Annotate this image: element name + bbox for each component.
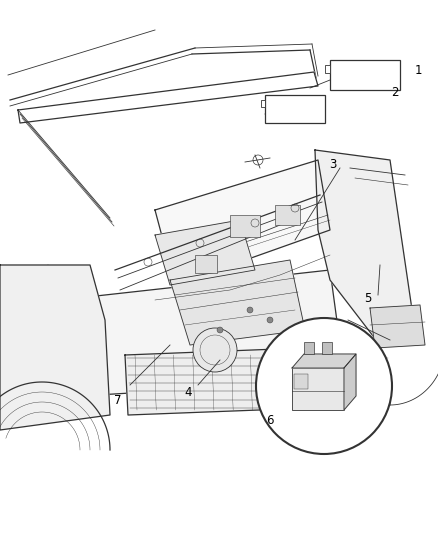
Bar — [292, 368, 344, 410]
Polygon shape — [0, 265, 110, 430]
Polygon shape — [155, 160, 330, 285]
Circle shape — [217, 327, 223, 333]
Polygon shape — [125, 345, 390, 415]
Polygon shape — [170, 260, 305, 345]
Bar — [294, 374, 308, 389]
Text: 6: 6 — [266, 414, 274, 426]
Circle shape — [267, 317, 273, 323]
Text: 2: 2 — [391, 86, 399, 100]
Circle shape — [247, 307, 253, 313]
Polygon shape — [344, 354, 356, 410]
Text: 4: 4 — [184, 386, 192, 400]
Text: 1: 1 — [414, 63, 422, 77]
Bar — [275, 205, 300, 225]
Text: 7: 7 — [114, 393, 122, 407]
Polygon shape — [292, 354, 356, 368]
Text: 3: 3 — [329, 158, 337, 172]
Polygon shape — [18, 72, 318, 123]
Bar — [230, 215, 260, 237]
Bar — [304, 342, 314, 354]
Bar — [325, 65, 330, 73]
Polygon shape — [315, 150, 415, 345]
Polygon shape — [155, 220, 255, 285]
Bar — [265, 95, 325, 123]
Bar — [322, 342, 332, 354]
Bar — [330, 60, 400, 90]
Bar — [261, 100, 265, 107]
Circle shape — [193, 328, 237, 372]
Text: 5: 5 — [364, 292, 372, 304]
Circle shape — [256, 318, 392, 454]
Polygon shape — [370, 305, 425, 348]
Bar — [195, 255, 217, 273]
Polygon shape — [15, 270, 345, 400]
